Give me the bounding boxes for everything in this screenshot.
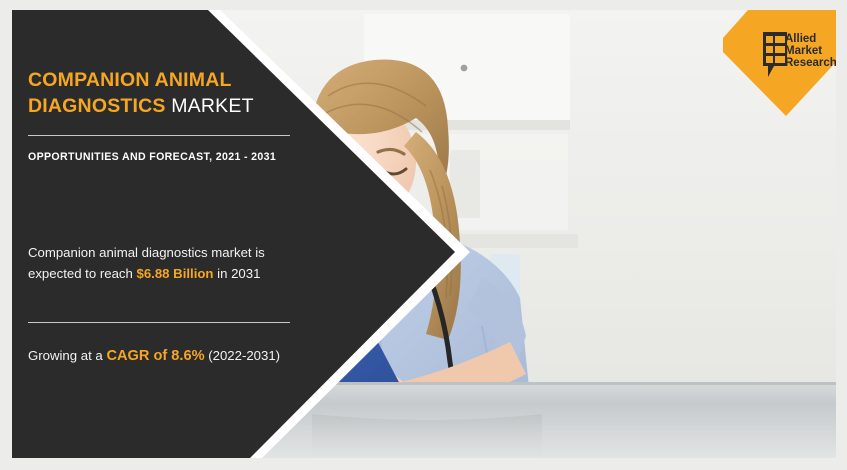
cagr-value: CAGR of 8.6% <box>106 348 205 364</box>
page-title: COMPANION ANIMAL DIAGNOSTICS MARKET <box>28 68 290 119</box>
brand-line-1: Allied <box>785 33 816 45</box>
summary-text-pre: Companion animal diagnostics market is e… <box>28 245 265 282</box>
summary-text-post: in 2031 <box>213 266 261 282</box>
growth-text-pre: Growing at a <box>28 348 107 363</box>
brand-line-2: Market <box>785 45 822 57</box>
report-subtitle: OPPORTUNITIES AND FORECAST, 2021 - 2031 <box>28 151 277 163</box>
divider-top <box>28 135 290 136</box>
headline-copy: COMPANION ANIMAL DIAGNOSTICS MARKET OPPO… <box>28 10 296 458</box>
growth-text-post: (2022-2031) <box>204 348 281 363</box>
title-highlight: COMPANION ANIMAL DIAGNOSTICS <box>28 69 232 117</box>
title-plain: MARKET <box>165 94 254 117</box>
speech-bubble-icon <box>763 32 787 77</box>
allied-market-research-badge[interactable]: Allied Market Research <box>723 10 836 116</box>
growth-summary: Growing at a CAGR of 8.6% (2022-2031) <box>28 345 286 369</box>
market-value: $6.88 Billion <box>136 266 214 282</box>
divider-bottom <box>28 322 290 323</box>
brand-line-3: Research <box>785 57 836 69</box>
market-summary: Companion animal diagnostics market is e… <box>28 242 286 285</box>
